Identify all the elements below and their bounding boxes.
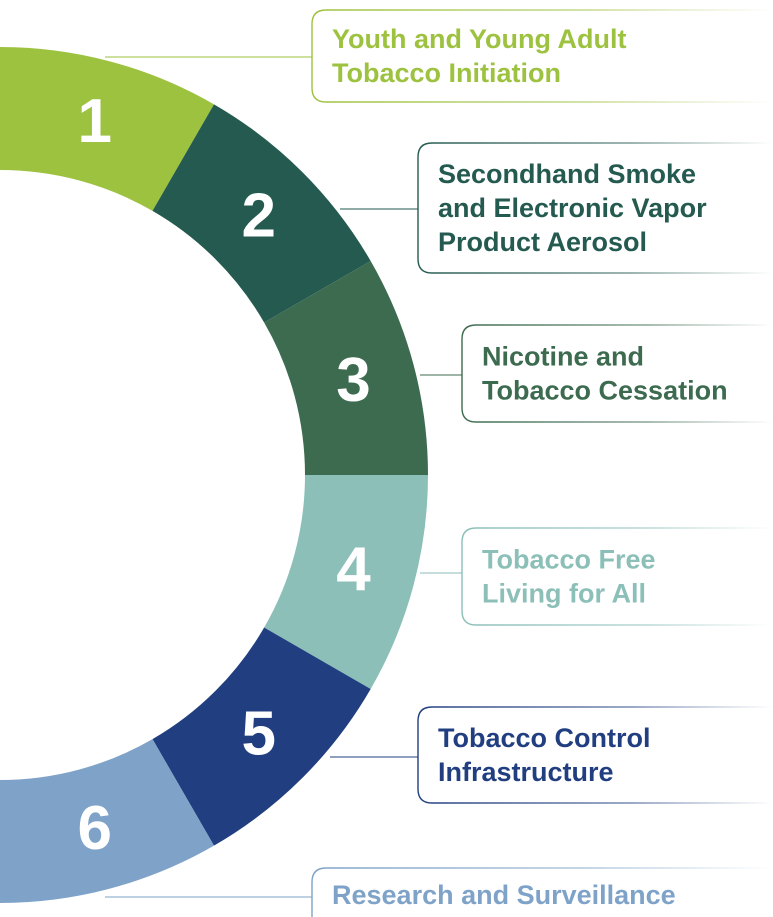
label-box [417, 142, 773, 274]
label-text: Tobacco Initiation [332, 58, 561, 88]
segment-number: 5 [242, 699, 276, 768]
label-text: Product Aerosol [438, 227, 647, 257]
segment-number: 3 [336, 346, 370, 415]
ring-segment [264, 475, 428, 689]
label-box [461, 324, 773, 423]
label-text: and Electronic Vapor [438, 193, 707, 223]
label-text: Living for All [482, 579, 646, 609]
label-box [311, 867, 773, 917]
segment-number: 2 [242, 182, 276, 251]
segment-number: 1 [77, 87, 111, 156]
ring-segment [152, 627, 371, 846]
label-text: Tobacco Free [482, 545, 656, 575]
ring-segment [0, 739, 215, 903]
label-text: Tobacco Cessation [482, 376, 728, 406]
label-text: Nicotine and [482, 342, 644, 372]
ring-segment [264, 261, 428, 475]
label-box [311, 9, 773, 103]
segment-number: 6 [77, 794, 111, 863]
ring-segment [0, 47, 215, 211]
label-box [461, 527, 773, 626]
ring-segment [152, 104, 371, 323]
label-text: Youth and Young Adult [332, 24, 626, 54]
label-box [417, 706, 773, 804]
label-text: Tobacco Control [438, 723, 651, 753]
label-text: Secondhand Smoke [438, 159, 696, 189]
label-text: Infrastructure [438, 757, 614, 787]
label-text: Research and Surveillance [332, 880, 676, 910]
segment-number: 4 [336, 535, 371, 604]
